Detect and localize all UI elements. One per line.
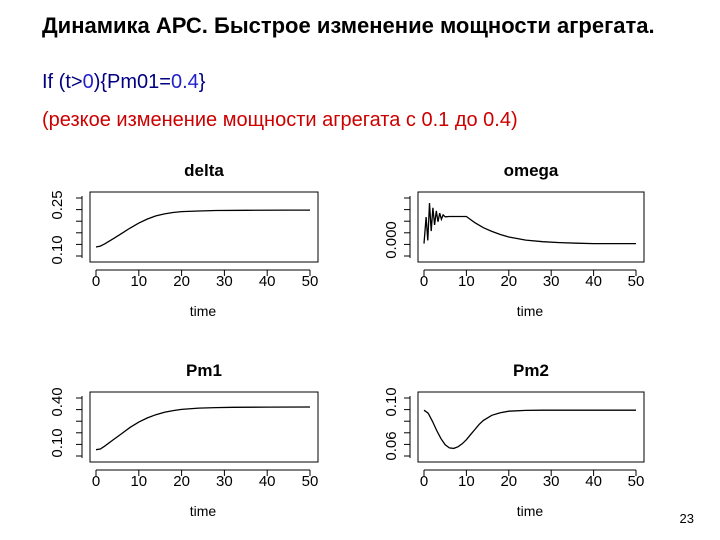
x-tick-label: 40 — [585, 473, 602, 490]
series-line-delta — [95, 209, 310, 248]
x-tick-label: 30 — [216, 273, 233, 290]
x-tick-label: 40 — [585, 273, 602, 290]
y-tick-label: 0.10 — [49, 235, 66, 264]
y-tick-label: 0.10 — [49, 428, 66, 457]
y-tick-label: 0.25 — [49, 190, 66, 219]
chart-Pm1: Pm1 0 10 20 30 40 50 time 0.10 0.40 — [49, 361, 319, 519]
x-tick-label: 30 — [543, 473, 560, 490]
x-tick-label: 10 — [130, 273, 147, 290]
x-tick-label: 30 — [216, 473, 233, 490]
x-tick-label: 10 — [130, 473, 147, 490]
x-tick-label: 0 — [420, 473, 428, 490]
chart-Pm2: Pm2 0 10 20 30 40 50 time 0.06 0.10 — [383, 361, 645, 519]
x-tick-label: 40 — [259, 273, 276, 290]
x-tick-label: 20 — [173, 473, 190, 490]
slide-subtitle: (резкое изменение мощности агрегата с 0.… — [42, 109, 518, 131]
plot-title: Pm2 — [513, 361, 549, 380]
code-part-4: 0.4 — [170, 71, 199, 93]
x-tick-label: 30 — [543, 273, 560, 290]
plot-frame — [417, 191, 645, 263]
x-axis-label: time — [517, 503, 544, 519]
y-tick-label: 0.000 — [383, 221, 400, 259]
x-tick-label: 50 — [302, 473, 319, 490]
x-tick-label: 20 — [173, 273, 190, 290]
x-tick-label: 50 — [628, 273, 645, 290]
x-axis-label: time — [190, 303, 217, 319]
chart-omega: omega 0 10 20 30 40 50 time 0.000 — [383, 161, 645, 319]
code-part-5: } — [198, 71, 206, 93]
plot-frame — [417, 391, 645, 463]
code-part-3: ){Pm01= — [93, 71, 171, 93]
y-tick-label: 0.06 — [383, 431, 400, 460]
x-tick-label: 50 — [628, 473, 645, 490]
x-tick-label: 50 — [302, 273, 319, 290]
x-tick-label: 10 — [458, 473, 475, 490]
y-tick-label: 0.40 — [49, 387, 66, 416]
code-line: If (t>0){Pm01=0.4} — [42, 70, 205, 94]
x-tick-label: 20 — [500, 273, 517, 290]
series-line-Pm2 — [423, 409, 636, 450]
x-tick-label: 0 — [420, 273, 428, 290]
plot-title: Pm1 — [186, 361, 222, 380]
slide-title: Динамика АРС. Быстрое изменение мощности… — [42, 13, 655, 38]
y-tick-label: 0.10 — [383, 387, 400, 416]
plot-frame — [89, 391, 319, 463]
x-tick-label: 40 — [259, 473, 276, 490]
x-tick-label: 0 — [92, 273, 100, 290]
page-number: 23 — [679, 511, 694, 526]
plot-frame — [89, 191, 319, 263]
x-axis-label: time — [190, 503, 217, 519]
code-part-2: 0 — [82, 71, 94, 93]
x-tick-label: 10 — [458, 273, 475, 290]
plot-title: omega — [504, 161, 559, 180]
series-line-Pm1 — [95, 406, 311, 451]
chart-delta: delta 0 10 20 30 40 50 time 0.10 0.25 — [49, 161, 319, 319]
code-part-1: If (t> — [42, 71, 83, 93]
x-tick-label: 20 — [500, 473, 517, 490]
x-axis-label: time — [517, 303, 544, 319]
x-tick-label: 0 — [92, 473, 100, 490]
plot-title: delta — [184, 161, 224, 180]
series-line-omega — [423, 203, 636, 245]
